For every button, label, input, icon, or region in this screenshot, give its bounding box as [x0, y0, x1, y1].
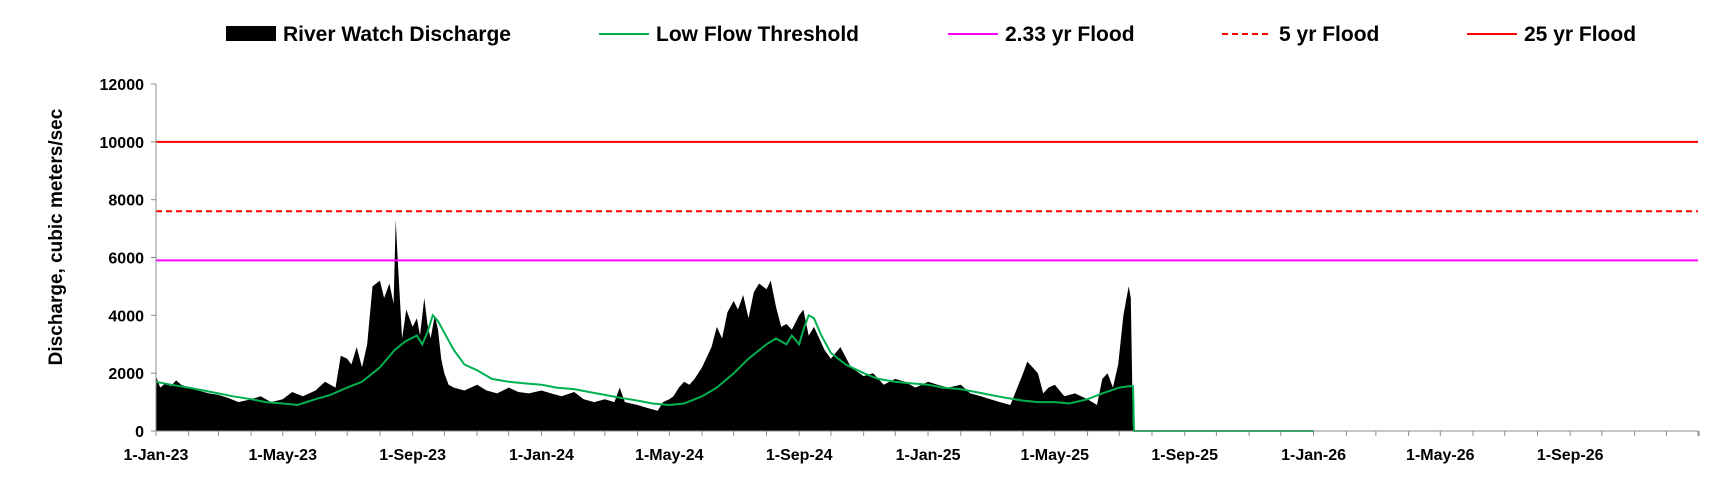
legend-item: 5 yr Flood: [1222, 23, 1379, 46]
legend-swatch: [226, 26, 276, 41]
x-tick-label: 1-Sep-23: [379, 447, 446, 464]
y-tick-label: 4000: [108, 308, 144, 325]
y-axis: 0 2000 4000 6000 8000 10000 12000: [100, 77, 156, 441]
y-tick-label: 8000: [108, 193, 144, 210]
x-tick-label: 1-Jan-26: [1281, 447, 1346, 464]
x-tick-label: 1-May-23: [248, 447, 317, 464]
legend-label: 2.33 yr Flood: [1005, 23, 1135, 46]
x-tick-label: 1-May-24: [635, 447, 704, 464]
legend-item: 2.33 yr Flood: [948, 23, 1135, 46]
y-tick-label: 10000: [100, 135, 145, 152]
x-tick-label: 1-May-25: [1021, 447, 1090, 464]
y-tick-label: 0: [135, 424, 144, 441]
legend-label: Low Flow Threshold: [656, 23, 859, 46]
series-low-flow-line: [155, 313, 1314, 432]
x-tick-label: 1-Sep-24: [766, 447, 833, 464]
legend-label: 25 yr Flood: [1524, 23, 1636, 46]
x-tick-label: 1-Sep-26: [1537, 447, 1604, 464]
legend-item: 25 yr Flood: [1467, 23, 1636, 46]
y-tick-label: 12000: [100, 77, 145, 94]
series-discharge-area: [156, 219, 1133, 431]
x-tick-label: 1-Sep-25: [1151, 447, 1218, 464]
x-tick-label: 1-Jan-23: [124, 447, 189, 464]
y-tick-label: 6000: [108, 251, 144, 268]
x-tick-label: 1-Jan-25: [896, 447, 961, 464]
y-axis-title: Discharge, cubic meters/sec: [46, 108, 67, 365]
x-axis: 1-Jan-23 1-May-23 1-Sep-23 1-Jan-24 1-May-24…: [124, 431, 1700, 464]
legend: River Watch Discharge Low Flow Threshold 2…: [226, 23, 1636, 46]
x-tick-label: 1-Jan-24: [509, 447, 574, 464]
legend-item: Low Flow Threshold: [599, 23, 859, 46]
legend-label: River Watch Discharge: [283, 23, 511, 46]
legend-label: 5 yr Flood: [1279, 23, 1379, 46]
plot-area: [155, 84, 1698, 432]
x-tick-label: 1-May-26: [1406, 447, 1475, 464]
legend-item: River Watch Discharge: [226, 23, 511, 46]
y-tick-label: 2000: [108, 366, 144, 383]
